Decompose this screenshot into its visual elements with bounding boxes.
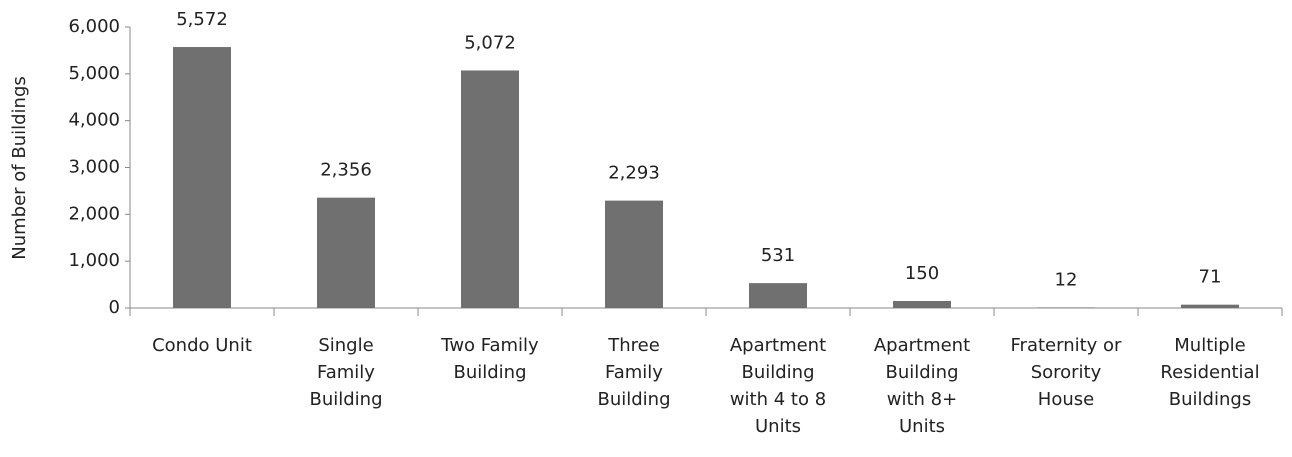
value-label: 12 xyxy=(1055,269,1078,290)
value-label: 71 xyxy=(1199,267,1222,288)
x-tick-label: Apartment Building with 4 to 8 Units xyxy=(729,335,827,437)
value-label: 2,356 xyxy=(320,160,372,181)
y-tick-label: 2,000 xyxy=(68,203,120,224)
y-tick-label: 6,000 xyxy=(68,16,120,37)
y-tick-label: 3,000 xyxy=(68,157,120,178)
bar xyxy=(173,47,231,308)
value-label: 531 xyxy=(761,245,795,266)
bar xyxy=(1181,304,1239,308)
x-tick-label: Condo Unit xyxy=(152,335,252,356)
x-tick-label: Fraternity or Sorority House xyxy=(1010,335,1122,410)
y-tick-label: 1,000 xyxy=(68,250,120,271)
bar xyxy=(1037,307,1095,308)
bar xyxy=(893,300,951,308)
value-label: 150 xyxy=(905,263,939,284)
y-tick-label: 0 xyxy=(109,297,120,318)
x-tick-label: Two Family Building xyxy=(441,335,539,383)
y-tick-label: 5,000 xyxy=(68,63,120,84)
value-label: 2,293 xyxy=(608,163,660,184)
value-label: 5,072 xyxy=(464,32,516,53)
bar xyxy=(605,200,663,308)
y-axis-label: Number of Buildings xyxy=(9,76,30,260)
bar xyxy=(749,283,807,308)
x-tick-label: Three Family Building xyxy=(597,335,671,410)
x-tick-label: Multiple Residential Buildings xyxy=(1160,335,1260,410)
x-tick-label: Single Family Building xyxy=(309,335,383,410)
y-tick-label: 4,000 xyxy=(68,110,120,131)
bar xyxy=(461,70,519,308)
x-tick-label: Apartment Building with 8+ Units xyxy=(873,335,971,437)
bar xyxy=(317,197,375,308)
value-label: 5,572 xyxy=(176,9,228,30)
